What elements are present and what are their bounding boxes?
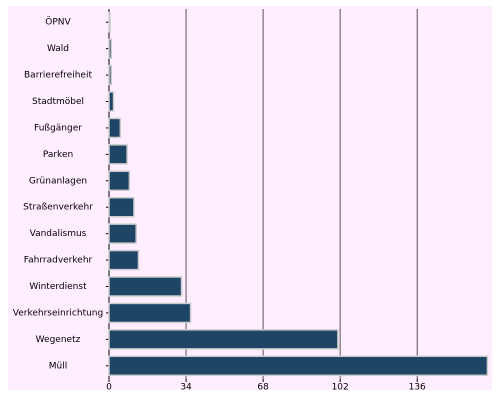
y-tick-label: Verkehrseinrichtung <box>13 308 103 318</box>
bar <box>108 302 192 324</box>
y-tick-label: Parken <box>43 150 73 160</box>
y-tick-label: Wald <box>47 44 69 54</box>
y-tick-label: Müll <box>49 361 67 371</box>
bar <box>108 170 131 192</box>
bar <box>108 223 137 244</box>
y-tick-label: Winterdienst <box>29 282 87 292</box>
y-tick-label: Grünanlagen <box>29 176 87 186</box>
background <box>8 6 492 390</box>
bar <box>108 38 113 59</box>
x-tick-label: 68 <box>257 383 269 393</box>
y-tick-label: Barrierefreiheit <box>24 71 92 81</box>
bar <box>108 276 183 297</box>
bar <box>108 91 115 112</box>
bar <box>108 196 135 218</box>
bar <box>108 11 111 33</box>
bar <box>108 117 122 139</box>
x-tick-label: 136 <box>409 383 426 393</box>
y-tick-label: Fahrradverkehr <box>24 256 93 266</box>
bar <box>108 64 113 86</box>
y-tick-label: Stadtmöbel <box>32 97 84 107</box>
bar <box>108 249 140 271</box>
y-tick-label: Wegenetz <box>36 335 81 345</box>
y-tick-label: Straßenverkehr <box>23 203 93 213</box>
y-tick-label: Fußgänger <box>34 123 82 133</box>
x-tick-label: 102 <box>332 383 349 393</box>
bar <box>108 144 128 165</box>
x-tick-label: 0 <box>106 383 112 393</box>
x-tick-label: 34 <box>180 383 192 393</box>
bar <box>108 355 489 377</box>
bar <box>108 329 339 350</box>
y-tick-label: ÖPNV <box>45 17 71 28</box>
y-tick-label: Vandalismus <box>30 229 87 239</box>
